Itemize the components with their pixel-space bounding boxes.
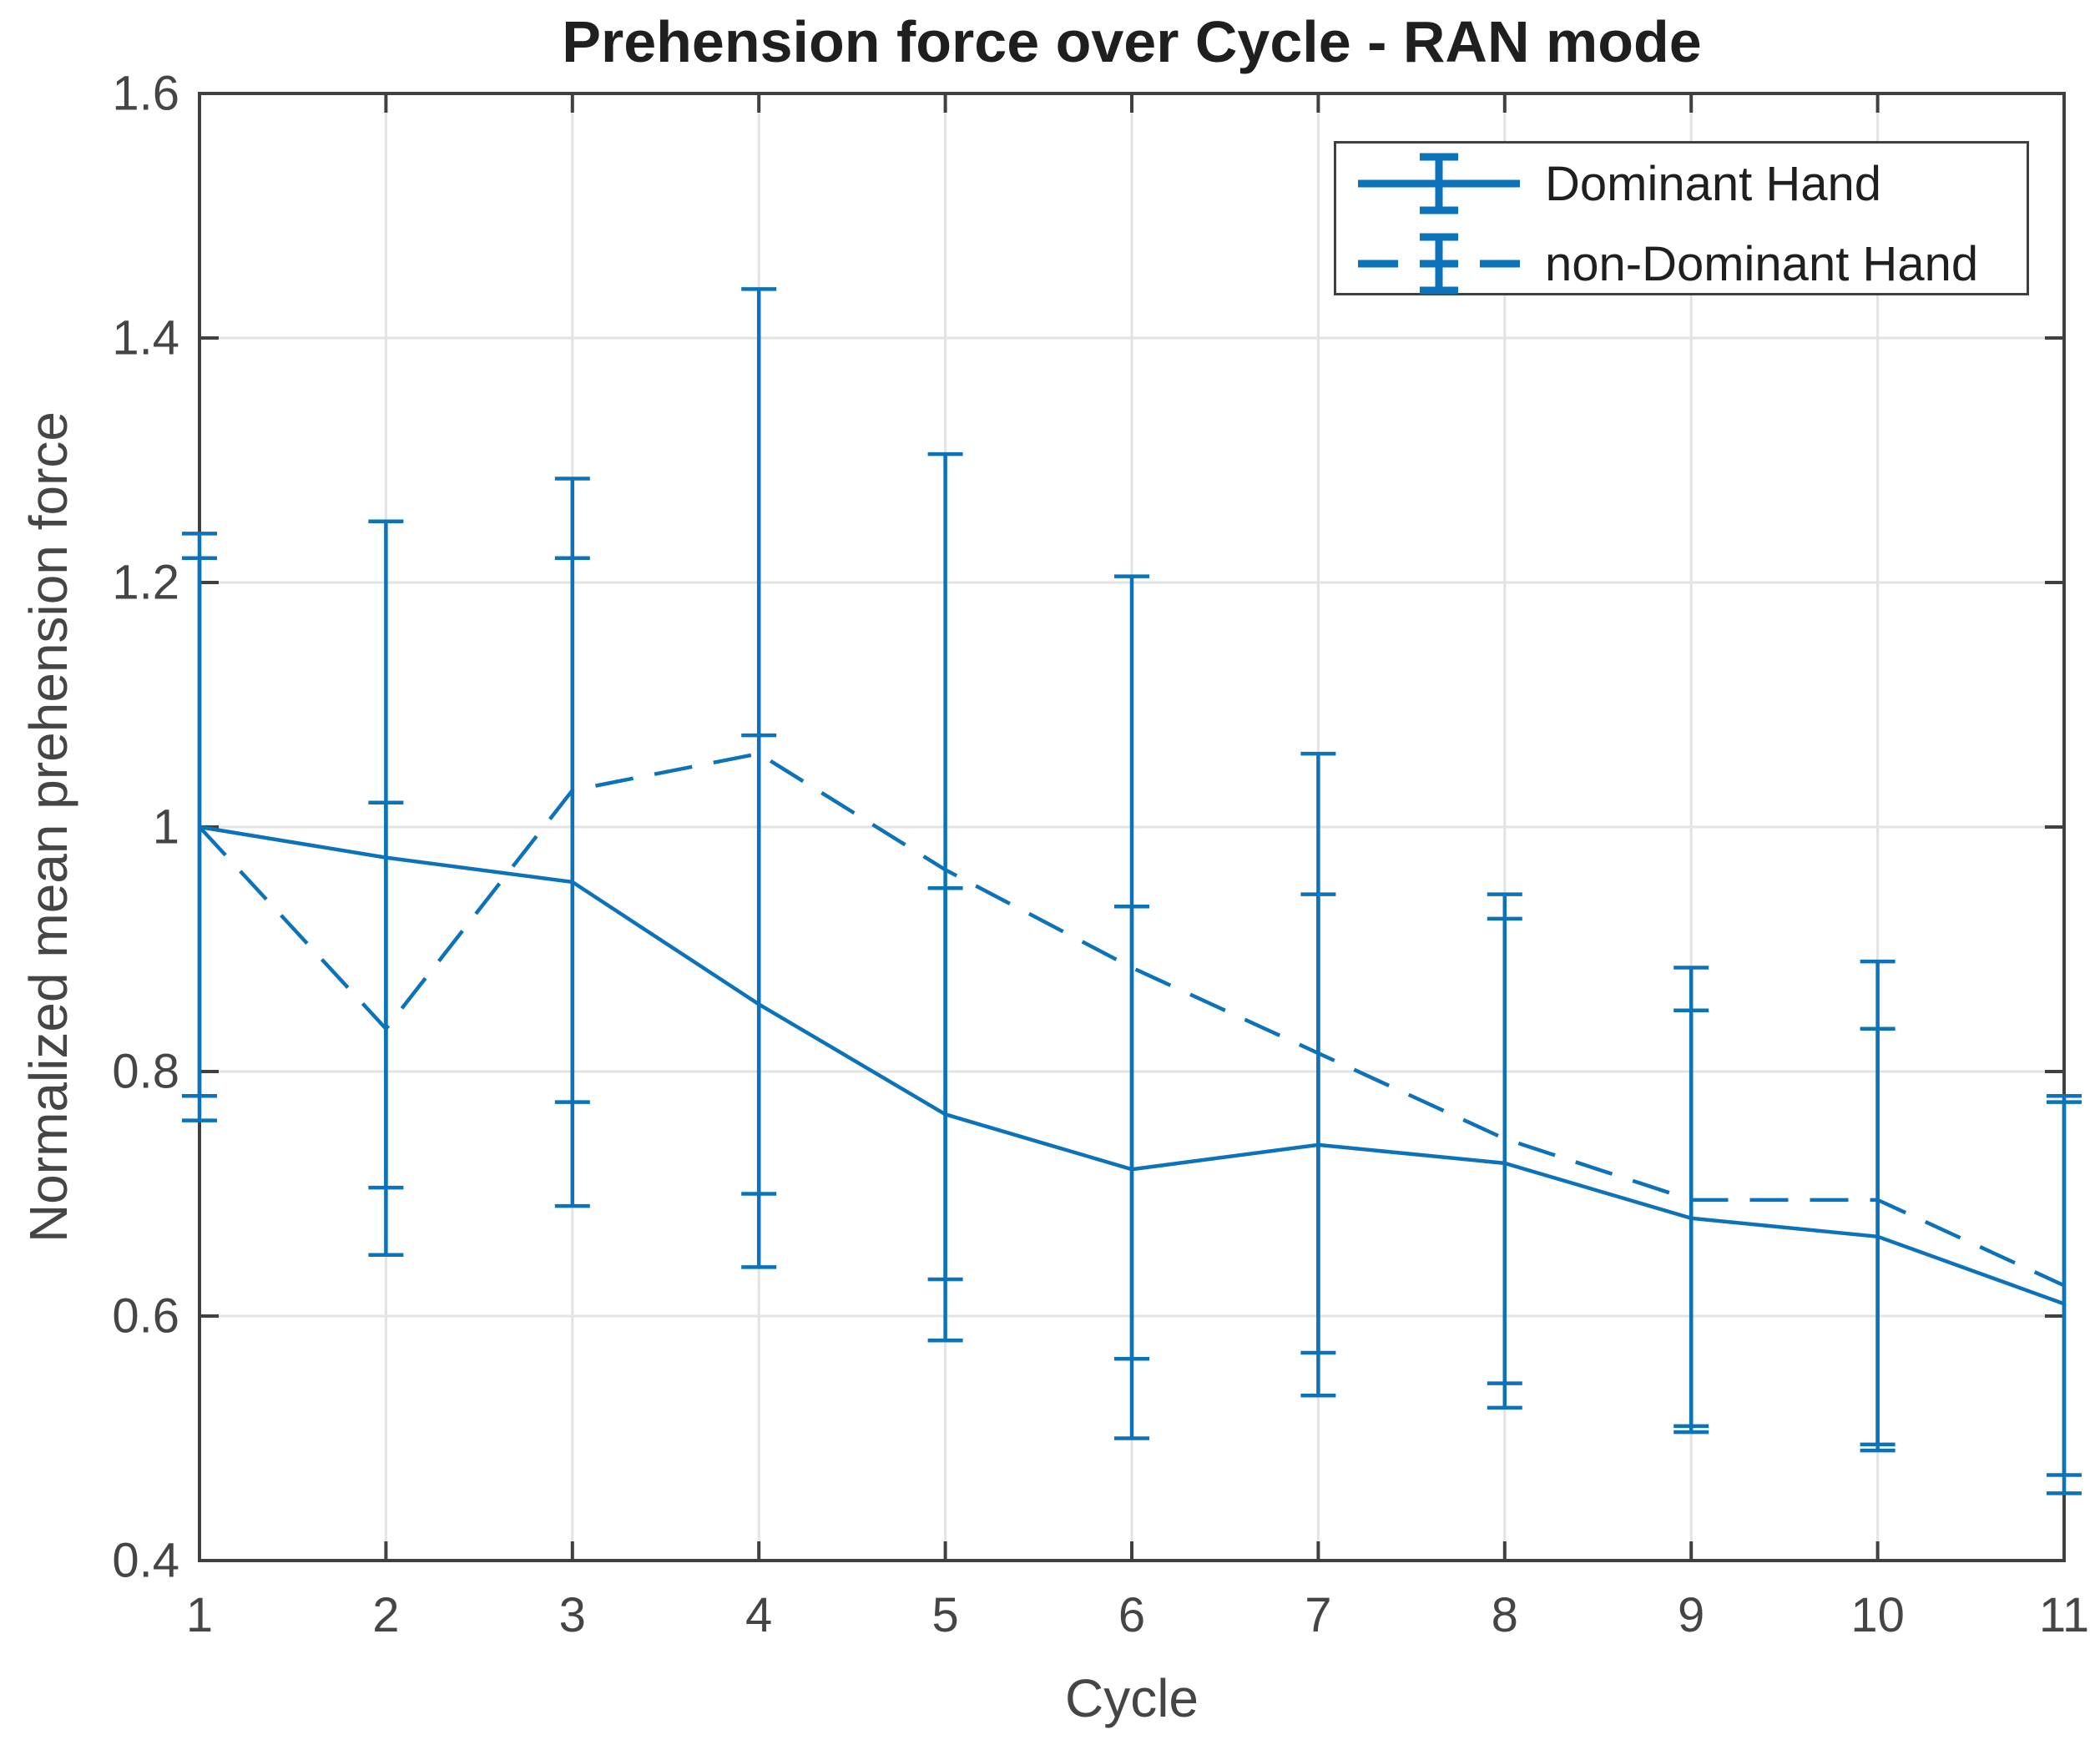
x-tick-label: 3: [558, 1588, 586, 1642]
y-tick-label: 0.6: [112, 1289, 179, 1344]
x-tick-label: 7: [1305, 1588, 1332, 1642]
legend-dashed-errorbar-icon: [1358, 233, 1520, 295]
error-bars-non-dominant-hand: [182, 287, 2082, 1477]
legend: Dominant Hand non-Dominant Hand: [1334, 141, 2029, 295]
axis-ticks: [198, 92, 2066, 1562]
y-tick-label: 1.2: [112, 555, 179, 610]
y-axis-label: Normalized mean prehension force: [18, 411, 78, 1243]
x-tick-label: 4: [745, 1588, 773, 1642]
x-tick-label: 11: [2038, 1588, 2090, 1642]
y-tick-label: 0.8: [112, 1044, 179, 1099]
chart-title: Prehension force over Cycle - RAN mode: [562, 9, 1702, 74]
y-tick-label: 0.4: [112, 1533, 179, 1588]
legend-label: Dominant Hand: [1545, 156, 1881, 211]
y-tick-label: 1: [152, 799, 179, 855]
x-tick-label: 8: [1491, 1588, 1518, 1642]
x-tick-label: 9: [1678, 1588, 1705, 1642]
x-tick-label: 10: [1850, 1588, 1905, 1642]
x-tick-label: 2: [372, 1588, 400, 1642]
legend-solid-errorbar-icon: [1358, 153, 1520, 214]
legend-item-non-dominant-hand: non-Dominant Hand: [1336, 224, 2027, 304]
x-tick-label: 5: [931, 1588, 959, 1642]
y-tick-label: 1.4: [112, 310, 179, 366]
line-non-dominant-hand: [198, 751, 2065, 1288]
legend-label: non-Dominant Hand: [1545, 236, 1979, 291]
x-tick-label: 1: [185, 1588, 214, 1642]
x-axis-label: Cycle: [1064, 1668, 1199, 1728]
x-tick-label: 6: [1118, 1588, 1146, 1642]
legend-item-dominant-hand: Dominant Hand: [1336, 144, 2027, 224]
y-tick-label: 1.6: [112, 66, 179, 121]
